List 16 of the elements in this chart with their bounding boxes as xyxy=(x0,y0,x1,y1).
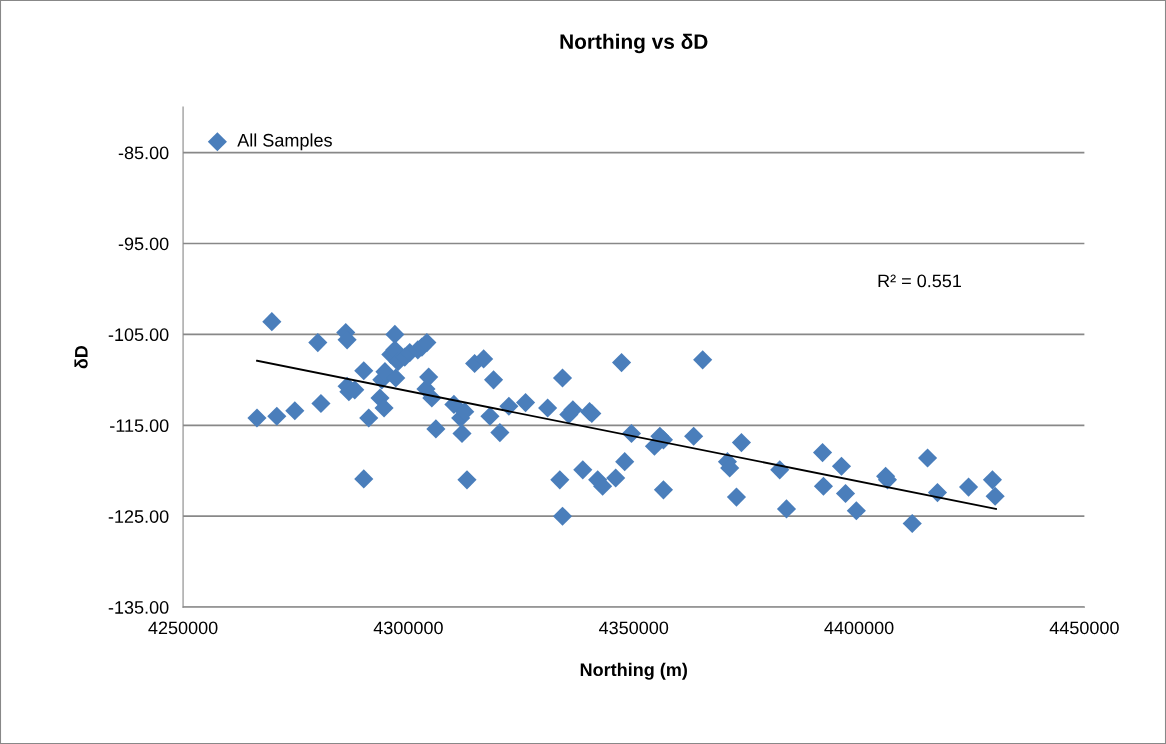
y-tick-label: -135.00 xyxy=(108,601,169,614)
x-tick-label: 4250000 xyxy=(148,621,218,635)
x-tick-label: 4450000 xyxy=(1049,621,1119,635)
y-axis-title: δD xyxy=(74,345,88,369)
y-tick-label: -115.00 xyxy=(110,419,169,433)
x-tick-label: 4400000 xyxy=(824,621,894,635)
annotation: R² = 0.551 xyxy=(878,274,962,288)
x-tick-label: 4300000 xyxy=(373,621,443,635)
chart-title: Northing vs δD xyxy=(560,33,708,54)
y-tick-label: -85.00 xyxy=(118,146,169,160)
x-axis-title: Northing (m) xyxy=(580,662,687,680)
y-tick-label: -105.00 xyxy=(108,328,169,342)
y-tick-label: -125.00 xyxy=(108,510,169,523)
y-tick-label: -95.00 xyxy=(118,237,169,251)
legend-label: All Samples xyxy=(237,133,332,151)
x-tick-label: 4350000 xyxy=(598,621,669,635)
